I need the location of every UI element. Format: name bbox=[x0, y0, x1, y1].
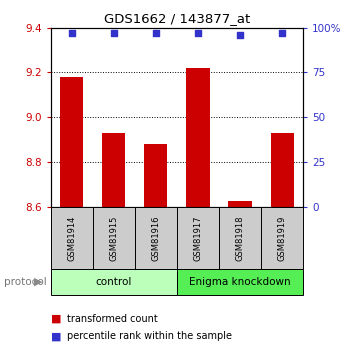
Text: GSM81917: GSM81917 bbox=[193, 215, 203, 261]
Point bbox=[237, 32, 243, 38]
Text: GSM81918: GSM81918 bbox=[236, 215, 244, 261]
Text: control: control bbox=[96, 277, 132, 287]
Text: transformed count: transformed count bbox=[67, 314, 157, 324]
Bar bbox=[51, 269, 177, 295]
Point bbox=[69, 30, 74, 36]
Text: GSM81915: GSM81915 bbox=[109, 215, 118, 261]
Point bbox=[195, 30, 201, 36]
Bar bbox=[60, 77, 83, 207]
Point bbox=[279, 30, 285, 36]
Bar bbox=[93, 207, 135, 269]
Text: ▶: ▶ bbox=[34, 277, 43, 287]
Text: ■: ■ bbox=[51, 332, 61, 341]
Text: percentile rank within the sample: percentile rank within the sample bbox=[67, 332, 232, 341]
Bar bbox=[229, 201, 252, 207]
Bar bbox=[135, 207, 177, 269]
Bar bbox=[177, 269, 303, 295]
Point bbox=[111, 30, 117, 36]
Bar bbox=[219, 207, 261, 269]
Bar bbox=[51, 207, 93, 269]
Point bbox=[153, 30, 159, 36]
Bar bbox=[102, 133, 125, 207]
Bar bbox=[144, 144, 168, 207]
Bar bbox=[186, 68, 209, 207]
Text: GSM81919: GSM81919 bbox=[278, 215, 287, 261]
Bar bbox=[271, 133, 294, 207]
Bar bbox=[261, 207, 303, 269]
Bar bbox=[177, 207, 219, 269]
Text: GSM81914: GSM81914 bbox=[67, 215, 76, 261]
Text: Enigma knockdown: Enigma knockdown bbox=[189, 277, 291, 287]
Text: protocol: protocol bbox=[4, 277, 46, 287]
Title: GDS1662 / 143877_at: GDS1662 / 143877_at bbox=[104, 12, 250, 25]
Text: GSM81916: GSM81916 bbox=[151, 215, 160, 261]
Text: ■: ■ bbox=[51, 314, 61, 324]
